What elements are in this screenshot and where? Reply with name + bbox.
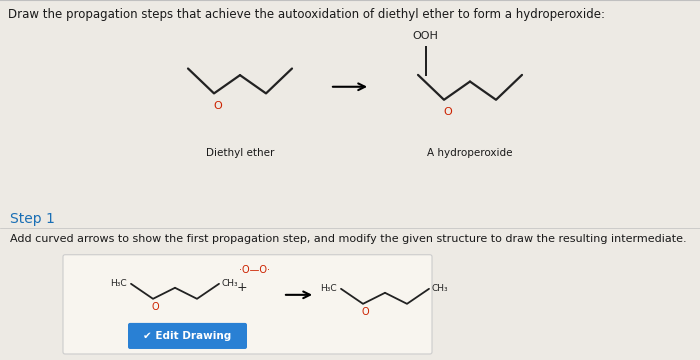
Text: Add curved arrows to show the first propagation step, and modify the given struc: Add curved arrows to show the first prop… bbox=[10, 234, 687, 244]
Text: Diethyl ether: Diethyl ether bbox=[206, 148, 274, 158]
Text: OOH: OOH bbox=[413, 31, 439, 41]
Text: H₃C: H₃C bbox=[321, 284, 337, 293]
FancyBboxPatch shape bbox=[128, 323, 247, 349]
Text: O: O bbox=[362, 307, 370, 317]
Text: CH₃: CH₃ bbox=[432, 284, 449, 293]
Text: Step 1: Step 1 bbox=[10, 212, 55, 226]
Text: Draw the propagation steps that achieve the autooxidation of diethyl ether to fo: Draw the propagation steps that achieve … bbox=[8, 8, 605, 21]
Text: A hydroperoxide: A hydroperoxide bbox=[427, 148, 512, 158]
Text: CH₃: CH₃ bbox=[222, 279, 239, 288]
Text: O: O bbox=[444, 107, 452, 117]
Text: ·O—O·: ·O—O· bbox=[239, 265, 270, 275]
FancyBboxPatch shape bbox=[63, 255, 432, 354]
Text: ✔ Edit Drawing: ✔ Edit Drawing bbox=[144, 331, 232, 341]
Text: O: O bbox=[152, 302, 160, 312]
Text: H₃C: H₃C bbox=[111, 279, 127, 288]
Text: O: O bbox=[214, 101, 223, 111]
Text: +: + bbox=[237, 281, 247, 294]
